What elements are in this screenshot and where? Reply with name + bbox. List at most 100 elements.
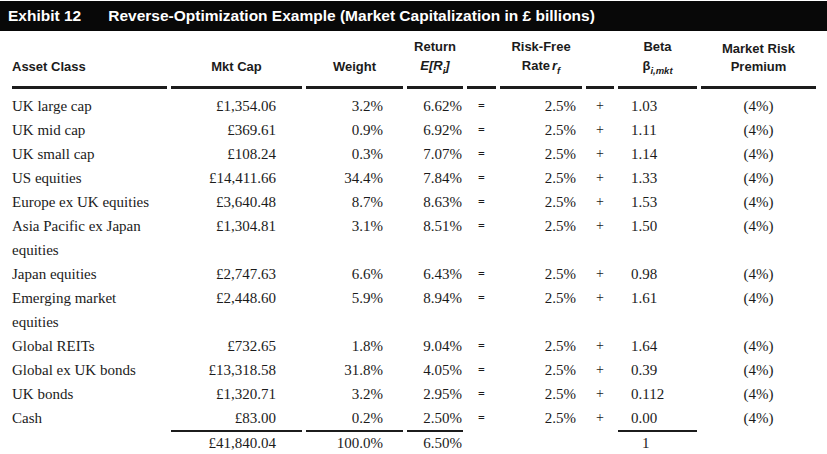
- equals-sign: =: [467, 358, 496, 382]
- mkt-cap-cell: £2,747.63: [171, 262, 302, 286]
- market-risk-header-line2: Premium: [701, 58, 816, 77]
- table-row: UK bonds£1,320.713.2%2.95%=2.5%+0.112(4%…: [12, 382, 816, 406]
- total-mkt-cap: £41,840.04: [171, 432, 302, 454]
- beta-cell: 1.50: [618, 214, 697, 262]
- mkt-cap-cell: £108.24: [171, 142, 302, 166]
- equals-sign: =: [467, 214, 496, 262]
- total-row: £41,840.04 100.0% 6.50% 1: [12, 432, 816, 454]
- table-row: Global ex UK bonds£13,318.5831.8%4.05%=2…: [12, 358, 816, 382]
- col-header-equals-spacer: [467, 38, 496, 89]
- beta-cell: 1.53: [618, 190, 697, 214]
- asset-class-cell: UK bonds: [12, 382, 167, 406]
- risk-free-cell: 2.5%: [500, 334, 582, 358]
- mkt-cap-cell: £3,640.48: [171, 190, 302, 214]
- total-return: 6.50%: [407, 432, 463, 454]
- table-row: Global REITs£732.651.8%9.04%=2.5%+1.64(4…: [12, 334, 816, 358]
- equals-sign: =: [467, 166, 496, 190]
- asset-class-cell: Global ex UK bonds: [12, 358, 167, 382]
- table-row: Emerging market equities£2,448.605.9%8.9…: [12, 286, 816, 334]
- asset-class-cell: UK mid cap: [12, 118, 167, 142]
- table-row: Cash£83.000.2%2.50%=2.5%+0.00(4%): [12, 406, 816, 432]
- plus-sign: +: [586, 142, 614, 166]
- market-risk-premium-cell: (4%): [701, 214, 816, 262]
- plus-sign: +: [586, 262, 614, 286]
- weight-cell: 1.8%: [306, 334, 403, 358]
- total-asset-class-empty: [12, 432, 167, 454]
- mkt-cap-cell: £732.65: [171, 334, 302, 358]
- market-risk-premium-cell: (4%): [701, 118, 816, 142]
- risk-free-cell: 2.5%: [500, 142, 582, 166]
- return-cell: 6.43%: [407, 262, 463, 286]
- table-row: UK small cap£108.240.3%7.07%=2.5%+1.14(4…: [12, 142, 816, 166]
- plus-sign: +: [586, 214, 614, 262]
- mkt-cap-cell: £1,354.06: [171, 89, 302, 118]
- weight-cell: 3.2%: [306, 382, 403, 406]
- beta-cell: 1.11: [618, 118, 697, 142]
- return-cell: 2.50%: [407, 406, 463, 432]
- weight-cell: 31.8%: [306, 358, 403, 382]
- risk-free-cell: 2.5%: [500, 382, 582, 406]
- table-row: US equities£14,411.6634.4%7.84%=2.5%+1.3…: [12, 166, 816, 190]
- equals-sign: =: [467, 334, 496, 358]
- weight-cell: 3.1%: [306, 214, 403, 262]
- mkt-cap-cell: £1,304.81: [171, 214, 302, 262]
- asset-class-cell: Cash: [12, 406, 167, 432]
- weight-cell: 0.9%: [306, 118, 403, 142]
- return-header-line1: Return: [407, 38, 463, 57]
- beta-header-line1: Beta: [618, 38, 697, 57]
- weight-cell: 0.3%: [306, 142, 403, 166]
- market-risk-premium-cell: (4%): [701, 142, 816, 166]
- risk-free-cell: 2.5%: [500, 89, 582, 118]
- exhibit-title: Reverse-Optimization Example (Market Cap…: [108, 7, 595, 25]
- risk-free-header-formula: Raterf: [500, 57, 582, 77]
- mkt-cap-header-label: Mkt Cap: [211, 59, 262, 74]
- asset-class-cell: US equities: [12, 166, 167, 190]
- market-risk-premium-cell: (4%): [701, 166, 816, 190]
- return-cell: 8.51%: [407, 214, 463, 262]
- col-header-beta: Beta βi,mkt: [618, 38, 697, 89]
- risk-free-cell: 2.5%: [500, 214, 582, 262]
- market-risk-premium-cell: (4%): [701, 358, 816, 382]
- header-row: Asset Class Mkt Cap Weight Return E[Ri] …: [12, 38, 816, 89]
- exhibit-title-bar: Exhibit 12 Reverse-Optimization Example …: [0, 1, 827, 31]
- plus-sign: +: [586, 286, 614, 334]
- asset-class-header-label: Asset Class: [12, 59, 86, 74]
- mkt-cap-cell: £13,318.58: [171, 358, 302, 382]
- col-header-market-risk-premium: Market Risk Premium: [701, 38, 816, 89]
- return-cell: 7.84%: [407, 166, 463, 190]
- beta-cell: 1.03: [618, 89, 697, 118]
- beta-cell: 1.33: [618, 166, 697, 190]
- weight-cell: 0.2%: [306, 406, 403, 432]
- beta-cell: 1.64: [618, 334, 697, 358]
- risk-free-cell: 2.5%: [500, 118, 582, 142]
- reverse-optimization-table: Asset Class Mkt Cap Weight Return E[Ri] …: [8, 38, 820, 454]
- mkt-cap-cell: £14,411.66: [171, 166, 302, 190]
- return-cell: 6.92%: [407, 118, 463, 142]
- asset-class-cell: Europe ex UK equities: [12, 190, 167, 214]
- return-cell: 2.95%: [407, 382, 463, 406]
- equals-sign: =: [467, 118, 496, 142]
- market-risk-premium-cell: (4%): [701, 286, 816, 334]
- equals-sign: =: [467, 406, 496, 432]
- equals-sign: =: [467, 190, 496, 214]
- beta-cell: 0.98: [618, 262, 697, 286]
- risk-free-cell: 2.5%: [500, 190, 582, 214]
- equals-sign: =: [467, 262, 496, 286]
- risk-free-cell: 2.5%: [500, 166, 582, 190]
- total-equals-empty: [467, 432, 496, 454]
- asset-class-cell: Asia Pacific ex Japan equities: [12, 214, 167, 262]
- return-header-formula: E[Ri]: [407, 57, 463, 77]
- mkt-cap-cell: £369.61: [171, 118, 302, 142]
- col-header-weight: Weight: [306, 38, 403, 89]
- weight-cell: 3.2%: [306, 89, 403, 118]
- weight-cell: 8.7%: [306, 190, 403, 214]
- table-row: UK large cap£1,354.063.2%6.62%=2.5%+1.03…: [12, 89, 816, 118]
- return-cell: 8.63%: [407, 190, 463, 214]
- col-header-plus-spacer: [586, 38, 614, 89]
- equals-sign: =: [467, 142, 496, 166]
- total-beta: 1: [618, 432, 697, 454]
- beta-cell: 0.39: [618, 358, 697, 382]
- total-premium-empty: [701, 432, 816, 454]
- mkt-cap-cell: £2,448.60: [171, 286, 302, 334]
- mkt-cap-cell: £83.00: [171, 406, 302, 432]
